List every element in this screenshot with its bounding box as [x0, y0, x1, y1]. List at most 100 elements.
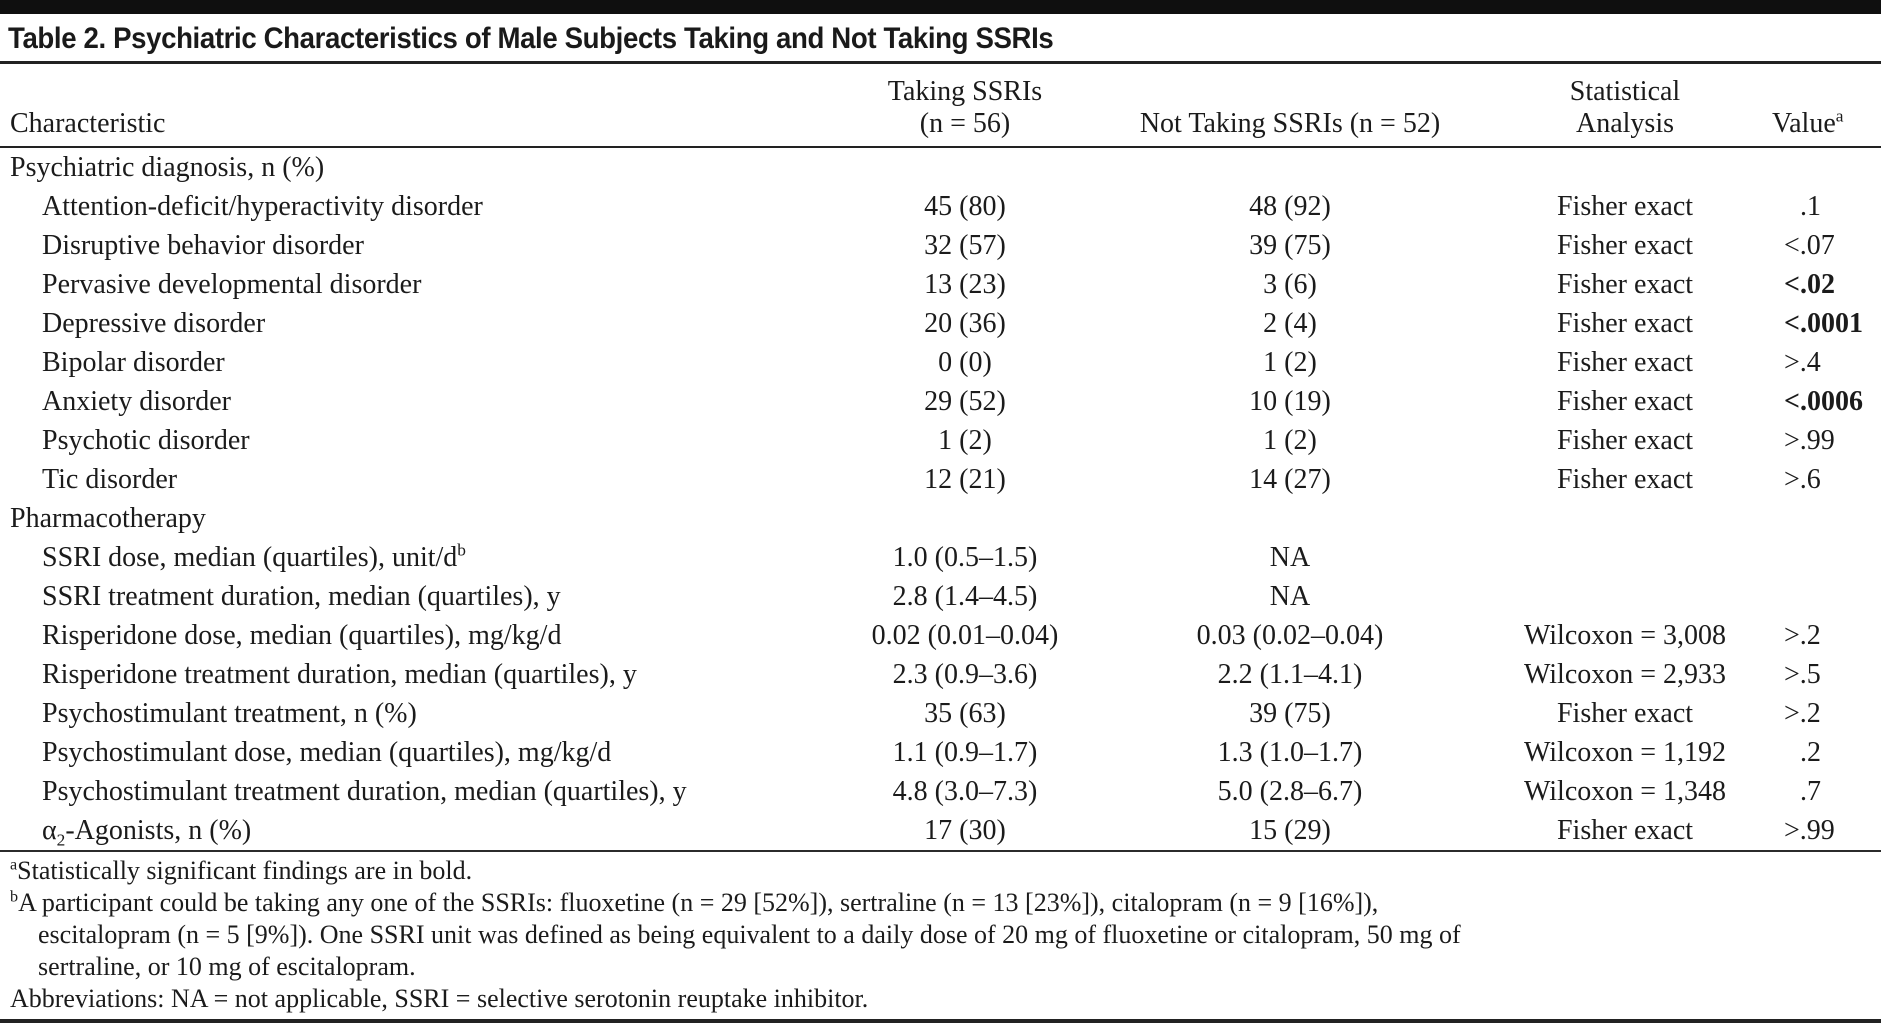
taking-ssris-cell: 1.0 (0.5–1.5): [892, 541, 1038, 573]
table-row: Psychostimulant treatment, n (%) 35 (63) 3…: [10, 694, 1871, 733]
value-cell: .7: [1800, 775, 1821, 807]
not-taking-ssris-cell: 39 (75): [1249, 229, 1331, 261]
taking-ssris-cell: 1 (2): [938, 424, 992, 456]
table-row: Risperidone treatment duration, median (…: [10, 655, 1871, 694]
statistical-analysis-cell: Fisher exact: [1556, 424, 1694, 456]
header-rule: [0, 145, 1881, 148]
taking-ssris-cell: 12 (21): [924, 463, 1006, 495]
taking-ssris-cell: 2.3 (0.9–3.6): [892, 658, 1038, 690]
table-row: Anxiety disorder 29 (52) 10 (19) Fisher exa…: [10, 382, 1871, 421]
taking-ssris-cell: 35 (63): [924, 697, 1006, 729]
statistical-analysis-cell: Wilcoxon = 1,348: [1523, 775, 1727, 807]
table-row: SSRI treatment duration, median (quartil…: [10, 577, 1871, 616]
characteristic-cell: Psychostimulant treatment, n (%): [42, 697, 417, 729]
characteristic-cell: Depressive disorder: [42, 307, 266, 339]
value-cell: >.99: [1784, 424, 1835, 456]
not-taking-ssris-cell: 5.0 (2.8–6.7): [1217, 775, 1363, 807]
table-title: Table 2. Psychiatric Characteristics of …: [8, 21, 1054, 55]
statistical-analysis-cell: Wilcoxon = 2,933: [1523, 658, 1727, 690]
footnote: bA participant could be taking any one o…: [10, 888, 1379, 917]
section-header-label: Psychiatric diagnosis, n (%): [10, 151, 325, 183]
not-taking-ssris-cell: 48 (92): [1249, 190, 1331, 222]
value-cell: .2: [1800, 736, 1821, 768]
taking-ssris-cell: 1.1 (0.9–1.7): [892, 736, 1038, 768]
statistical-analysis-cell: Fisher exact: [1556, 814, 1694, 846]
value-cell: >.99: [1784, 814, 1835, 846]
footnote-marker: a: [10, 856, 18, 874]
statistical-analysis-cell: Fisher exact: [1556, 463, 1694, 495]
section-header-row: Psychiatric diagnosis, n (%): [10, 148, 1871, 187]
value-cell: >.6: [1784, 463, 1821, 495]
value-cell: <.07: [1784, 229, 1835, 261]
characteristic-cell: Disruptive behavior disorder: [42, 229, 364, 261]
characteristic-cell: Attention-deficit/hyperactivity disorder: [42, 190, 483, 222]
col-header-characteristic: Characteristic: [10, 107, 166, 139]
col-header-value: Valuea: [1772, 106, 1844, 139]
taking-ssris-cell: 29 (52): [924, 385, 1006, 417]
col-header-analysis-line2: Analysis: [1576, 107, 1674, 139]
not-taking-ssris-cell: NA: [1269, 541, 1311, 573]
not-taking-ssris-cell: 1 (2): [1263, 424, 1317, 456]
table-row: Psychostimulant dose, median (quartiles)…: [10, 733, 1871, 772]
statistical-analysis-cell: Fisher exact: [1556, 190, 1694, 222]
value-cell: <.02: [1784, 268, 1835, 300]
col-header-statistical-analysis: Statistical Analysis: [1480, 76, 1770, 140]
statistical-analysis-cell: Wilcoxon = 1,192: [1523, 736, 1727, 768]
characteristic-cell: Risperidone dose, median (quartiles), mg…: [42, 619, 562, 651]
statistical-analysis-cell: Wilcoxon = 3,008: [1523, 619, 1727, 651]
footnote-marker: b: [10, 888, 19, 906]
characteristic-cell: Psychostimulant dose, median (quartiles)…: [42, 736, 612, 768]
characteristic-cell: Psychostimulant treatment duration, medi…: [42, 775, 687, 807]
col-header-taking-line2: (n = 56): [919, 107, 1011, 139]
col-header-taking-ssris: Taking SSRIs (n = 56): [830, 76, 1100, 140]
bottom-rule: [0, 1019, 1881, 1023]
not-taking-ssris-cell: 1 (2): [1263, 346, 1317, 378]
table-row: α2-Agonists, n (%) 17 (30) 15 (29) Fisher e…: [10, 811, 1871, 850]
value-footnote-marker: a: [1835, 106, 1844, 126]
col-header-not-taking-ssris: Not Taking SSRIs (n = 52): [1139, 107, 1441, 139]
footnote-continuation: sertraline, or 10 mg of escitalopram.: [38, 952, 416, 981]
characteristic-cell: Risperidone treatment duration, median (…: [42, 658, 637, 690]
taking-ssris-cell: 0 (0): [938, 346, 992, 378]
taking-ssris-cell: 0.02 (0.01–0.04): [871, 619, 1059, 651]
value-cell: >.2: [1784, 619, 1821, 651]
taking-ssris-cell: 2.8 (1.4–4.5): [892, 580, 1038, 612]
column-header-row: Characteristic Taking SSRIs (n = 56) Not…: [10, 64, 1871, 146]
not-taking-ssris-cell: 14 (27): [1249, 463, 1331, 495]
section-header-row: Pharmacotherapy: [10, 499, 1871, 538]
statistical-analysis-cell: Fisher exact: [1556, 697, 1694, 729]
characteristic-cell: Anxiety disorder: [42, 385, 231, 417]
not-taking-ssris-cell: 1.3 (1.0–1.7): [1217, 736, 1363, 768]
statistical-analysis-cell: Fisher exact: [1556, 229, 1694, 261]
value-cell: >.2: [1784, 697, 1821, 729]
table-row: Psychotic disorder 1 (2) 1 (2) Fisher exact…: [10, 421, 1871, 460]
value-cell: <.0001: [1784, 307, 1863, 339]
statistical-analysis-cell: Fisher exact: [1556, 307, 1694, 339]
table-row: Psychostimulant treatment duration, medi…: [10, 772, 1871, 811]
footnotes: aStatistically significant findings are …: [10, 855, 1871, 1015]
table-row: Attention-deficit/hyperactivity disorder…: [10, 187, 1871, 226]
value-cell: >.5: [1784, 658, 1821, 690]
characteristic-cell: Tic disorder: [42, 463, 178, 495]
not-taking-ssris-cell: 39 (75): [1249, 697, 1331, 729]
taking-ssris-cell: 17 (30): [924, 814, 1006, 846]
characteristic-cell: Bipolar disorder: [42, 346, 225, 378]
characteristic-cell: Psychotic disorder: [42, 424, 250, 456]
taking-ssris-cell: 45 (80): [924, 190, 1006, 222]
value-cell: .1: [1800, 190, 1821, 222]
col-header-analysis-line1: Statistical: [1569, 75, 1681, 107]
characteristic-cell: SSRI treatment duration, median (quartil…: [42, 580, 561, 612]
table-title-bar: Table 2. Psychiatric Characteristics of …: [0, 14, 1881, 61]
col-header-taking-line1: Taking SSRIs: [887, 75, 1043, 107]
not-taking-ssris-cell: 3 (6): [1263, 268, 1317, 300]
taking-ssris-cell: 13 (23): [924, 268, 1006, 300]
not-taking-ssris-cell: 2.2 (1.1–4.1): [1217, 658, 1363, 690]
footnote: Abbreviations: NA = not applicable, SSRI…: [10, 984, 869, 1013]
table-row: Disruptive behavior disorder 32 (57) 39 (7…: [10, 226, 1871, 265]
table-row: Risperidone dose, median (quartiles), mg…: [10, 616, 1871, 655]
section-header-label: Pharmacotherapy: [10, 502, 206, 534]
value-cell: <.0006: [1784, 385, 1863, 417]
table-row: Depressive disorder 20 (36) 2 (4) Fisher ex…: [10, 304, 1871, 343]
taking-ssris-cell: 20 (36): [924, 307, 1006, 339]
